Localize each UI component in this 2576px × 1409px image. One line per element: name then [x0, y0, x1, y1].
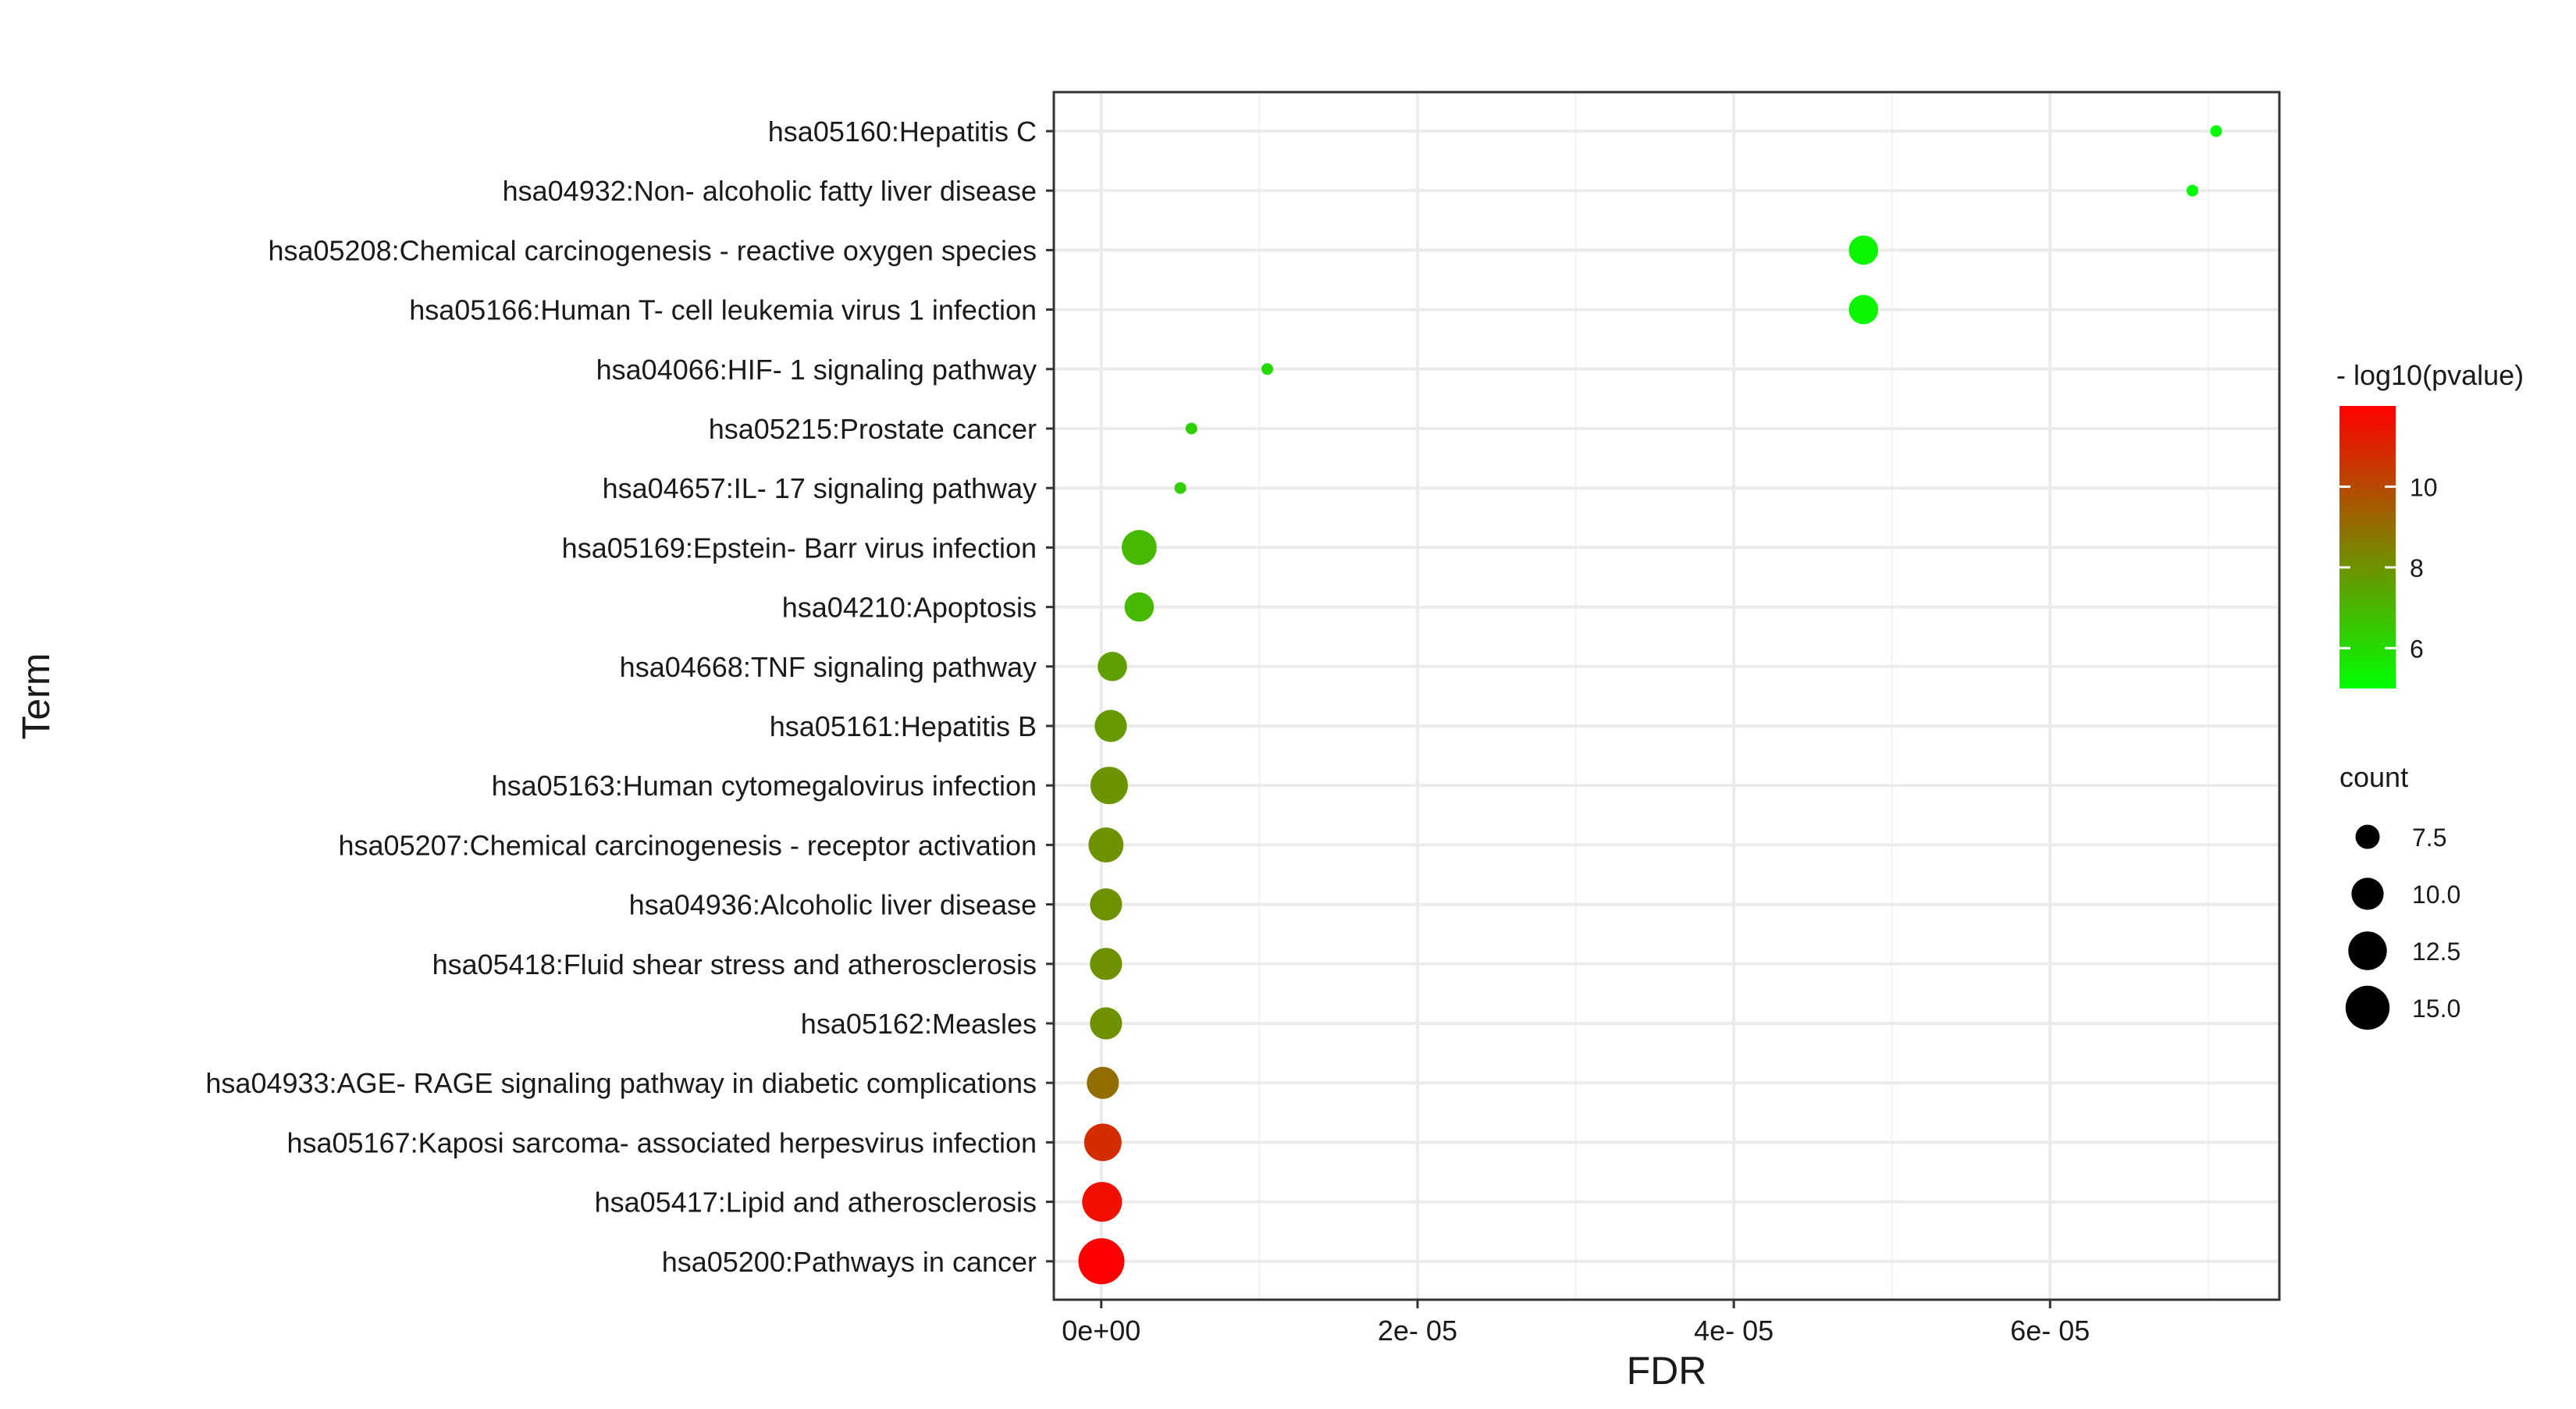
- y-tick-label: hsa05167:Kaposi sarcoma- associated herp…: [286, 1126, 1037, 1158]
- data-point: [1090, 767, 1128, 805]
- colorbar-tick-label: 10: [2410, 473, 2438, 501]
- data-points: [1078, 125, 2222, 1285]
- colorbar-tick-label: 6: [2410, 635, 2424, 663]
- y-tick-label: hsa05166:Human T- cell leukemia virus 1 …: [409, 294, 1037, 326]
- x-tick-label: 4e- 05: [1694, 1315, 1774, 1347]
- y-tick-label: hsa05200:Pathways in cancer: [662, 1246, 1037, 1278]
- y-tick-label: hsa05418:Fluid shear stress and atherosc…: [432, 948, 1037, 980]
- data-point: [1185, 422, 1197, 435]
- x-tick-label: 0e+00: [1062, 1315, 1140, 1347]
- data-point: [1174, 482, 1187, 494]
- size-legend: count 7.5 10.0 12.5 15.0: [2339, 761, 2460, 1030]
- data-point: [1090, 888, 1123, 921]
- y-tick-label: hsa05215:Prostate cancer: [709, 413, 1037, 445]
- data-point: [1088, 827, 1124, 863]
- size-legend-label: 7.5: [2412, 824, 2446, 852]
- y-tick-label: hsa04210:Apoptosis: [782, 592, 1037, 624]
- grid-lines: [1054, 92, 2279, 1300]
- y-tick-label: hsa05162:Measles: [801, 1008, 1037, 1040]
- y-axis-tick-labels: hsa05160:Hepatitis C hsa04932:Non- alcoho…: [205, 116, 1054, 1278]
- data-point: [1087, 1066, 1119, 1099]
- y-tick-label: hsa05208:Chemical carcinogenesis - react…: [268, 234, 1037, 266]
- data-point: [1083, 1123, 1122, 1162]
- y-tick-label: hsa04668:TNF signaling pathway: [620, 651, 1037, 683]
- x-tick-label: 2e- 05: [1378, 1315, 1457, 1347]
- data-point: [1848, 294, 1879, 325]
- data-point: [1124, 592, 1155, 622]
- data-point: [1098, 652, 1127, 681]
- data-point: [1082, 1182, 1123, 1222]
- data-point: [1090, 1007, 1123, 1040]
- y-tick-label: hsa05169:Epstein- Barr virus infection: [562, 532, 1037, 564]
- size-legend-label: 10.0: [2412, 881, 2460, 909]
- size-legend-dot: [2351, 877, 2384, 910]
- color-legend-title: - log10(pvalue): [2336, 359, 2524, 391]
- colorbar: [2339, 406, 2396, 688]
- size-legend-label: 15.0: [2412, 994, 2460, 1023]
- size-legend-dot: [2348, 931, 2387, 970]
- y-tick-label: hsa04936:Alcoholic liver disease: [629, 889, 1037, 921]
- x-axis: 0e+00 2e- 05 4e- 05 6e- 05: [1062, 1300, 2090, 1347]
- plot-panel-border: [1052, 91, 2281, 1301]
- x-tick-label: 6e- 05: [2010, 1315, 2090, 1347]
- y-tick-label: hsa05161:Hepatitis B: [770, 710, 1037, 742]
- data-point: [2210, 125, 2222, 137]
- y-tick-label: hsa04932:Non- alcoholic fatty liver dise…: [503, 175, 1037, 207]
- y-axis-title: Term: [14, 653, 58, 739]
- data-point: [1848, 235, 1879, 265]
- y-tick-label: hsa04933:AGE- RAGE signaling pathway in …: [205, 1067, 1037, 1099]
- colorbar-tick-label: 8: [2410, 554, 2424, 582]
- data-point: [2186, 184, 2199, 197]
- y-tick-label: hsa05417:Lipid and atherosclerosis: [595, 1187, 1037, 1219]
- data-point: [1090, 948, 1123, 980]
- x-axis-title: FDR: [1627, 1349, 1707, 1393]
- size-legend-dot: [2355, 824, 2380, 849]
- color-legend: - log10(pvalue) 6 8 10: [2336, 359, 2524, 688]
- size-legend-title: count: [2339, 761, 2408, 793]
- data-point: [1261, 363, 1273, 375]
- y-tick-label: hsa04066:HIF- 1 signaling pathway: [596, 354, 1037, 386]
- y-tick-label: hsa05163:Human cytomegalovirus infection: [492, 770, 1037, 802]
- y-tick-label: hsa05207:Chemical carcinogenesis - recep…: [339, 829, 1037, 861]
- y-tick-label: hsa04657:IL- 17 signaling pathway: [603, 472, 1037, 504]
- data-point: [1078, 1238, 1125, 1285]
- data-point: [1121, 530, 1157, 565]
- y-tick-label: hsa05160:Hepatitis C: [768, 116, 1037, 148]
- size-legend-dot: [2345, 985, 2390, 1030]
- data-point: [1094, 710, 1127, 742]
- size-legend-label: 12.5: [2412, 938, 2460, 966]
